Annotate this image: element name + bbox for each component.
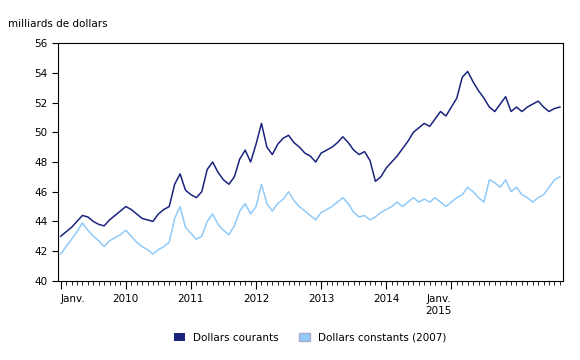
Legend: Dollars courants, Dollars constants (2007): Dollars courants, Dollars constants (200… [170, 329, 451, 347]
Text: milliards de dollars: milliards de dollars [8, 19, 107, 29]
